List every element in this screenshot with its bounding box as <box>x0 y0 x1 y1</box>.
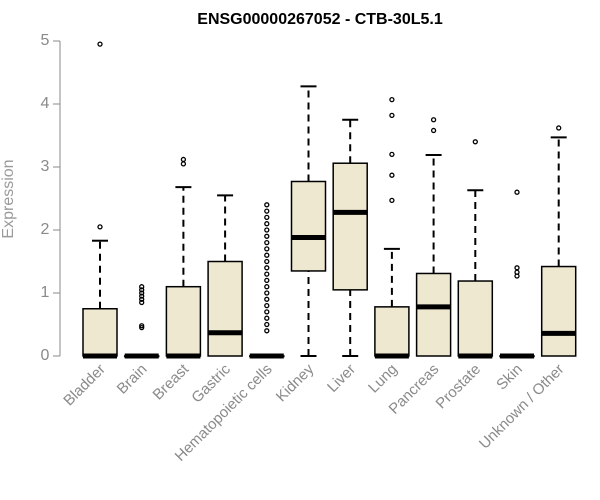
outlier-point <box>389 197 395 204</box>
box-gastric <box>207 194 243 357</box>
box-brain <box>123 284 160 359</box>
boxes-layer <box>82 41 577 359</box>
x-tick-label: Breast <box>150 360 193 403</box>
x-tick-label: Brain <box>114 361 151 398</box>
y-tick-label: 3 <box>41 158 50 175</box>
outlier-point <box>139 299 145 306</box>
outlier-point <box>264 290 270 296</box>
box-skin <box>499 189 535 359</box>
box-kidney <box>290 85 327 357</box>
x-tick-label: Lung <box>365 361 401 397</box>
box-unknown-other <box>540 125 577 357</box>
y-tick-label: 4 <box>41 95 50 112</box>
outlier-point <box>264 302 270 309</box>
y-tick-label: 5 <box>41 32 50 49</box>
outlier-point <box>264 284 270 290</box>
iqr-box <box>290 180 327 272</box>
outlier-point <box>264 265 270 271</box>
x-tick-label: Liver <box>324 361 359 396</box>
outlier-point <box>430 117 437 123</box>
outlier-point <box>389 112 395 118</box>
outlier-point <box>514 269 520 275</box>
outlier-point <box>514 265 520 271</box>
box-bladder <box>82 41 118 359</box>
outlier-point <box>264 296 270 302</box>
outlier-point <box>264 277 270 284</box>
outlier-point <box>389 151 395 158</box>
iqr-box <box>207 260 243 357</box>
chart-title: ENSG00000267052 - CTB-30L5.1 <box>197 11 443 28</box>
outlier-point <box>264 309 270 315</box>
outlier-point <box>264 239 270 246</box>
iqr-box <box>82 308 118 357</box>
iqr-box <box>332 162 368 291</box>
iqr-box <box>165 285 202 357</box>
outlier-point <box>264 246 270 252</box>
outlier-point <box>514 189 520 195</box>
y-tick-label: 0 <box>41 347 50 364</box>
outlier-point <box>264 214 270 221</box>
outlier-point <box>264 258 270 265</box>
outlier-point <box>97 224 103 230</box>
outlier-point <box>556 125 562 131</box>
outlier-point <box>264 221 270 227</box>
outlier-point <box>139 290 145 296</box>
outlier-point <box>264 315 270 321</box>
y-tick-label: 2 <box>41 221 50 238</box>
box-lung <box>374 96 410 359</box>
outlier-point <box>264 252 270 258</box>
outlier-point <box>264 227 270 233</box>
outlier-point <box>264 271 270 277</box>
outlier-point <box>389 172 395 178</box>
x-tick-label: Skin <box>493 361 526 394</box>
y-axis-label: Expression <box>0 159 17 238</box>
y-tick-label: 1 <box>41 284 50 301</box>
outlier-point <box>180 161 187 167</box>
outlier-point <box>139 284 145 290</box>
outlier-point <box>139 324 145 331</box>
iqr-box <box>374 306 410 357</box>
x-tick-label: Prostate <box>433 361 485 413</box>
outlier-point <box>139 293 145 299</box>
outlier-point <box>264 202 270 208</box>
outlier-point <box>264 208 270 214</box>
outlier-point <box>264 233 270 239</box>
x-tick-label: Bladder <box>60 361 109 410</box>
outlier-point <box>264 321 270 328</box>
outlier-point <box>139 296 145 302</box>
iqr-box <box>415 272 452 357</box>
y-axis: 0 1 2 3 4 5 <box>41 32 61 364</box>
outlier-point <box>180 156 187 163</box>
box-breast <box>165 156 202 359</box>
box-hematopoietic-cells <box>249 202 285 359</box>
outlier-point <box>472 139 478 145</box>
x-tick-label: Kidney <box>273 360 318 405</box>
outlier-point <box>264 328 270 334</box>
outlier-point <box>430 127 437 134</box>
outlier-point <box>139 323 145 329</box>
box-liver <box>332 118 368 357</box>
outlier-point <box>139 287 145 293</box>
outlier-point <box>97 41 103 47</box>
box-pancreas <box>415 117 452 357</box>
box-prostate <box>457 139 494 359</box>
iqr-box <box>457 280 494 357</box>
outlier-point <box>389 96 395 103</box>
iqr-box <box>540 265 577 357</box>
